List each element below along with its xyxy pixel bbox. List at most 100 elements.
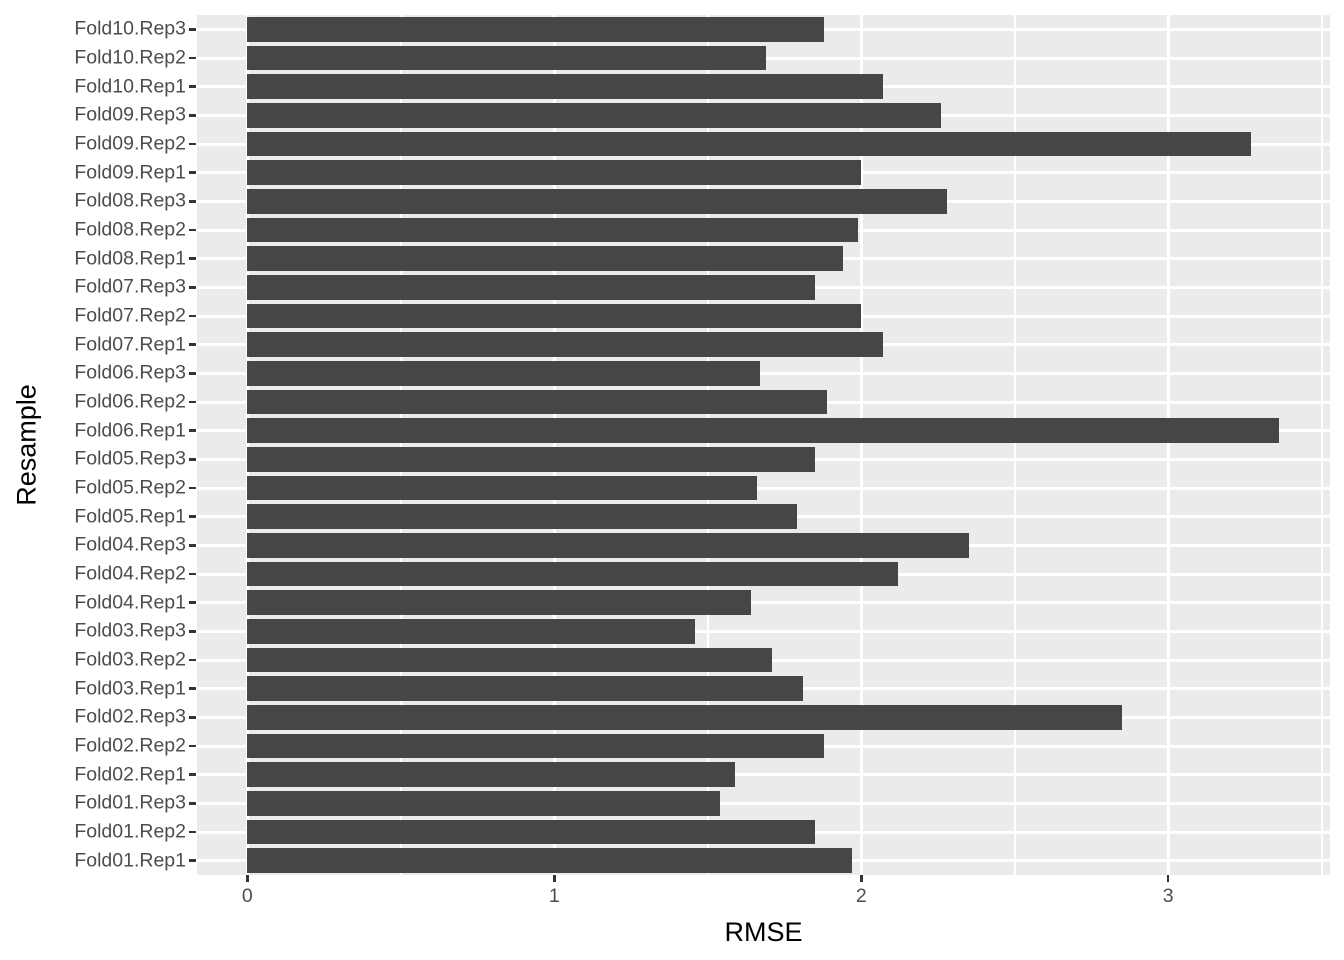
- y-major-gridline: [197, 371, 1330, 375]
- y-axis-tick-label: Fold10.Rep2: [74, 46, 186, 69]
- x-axis-tick-label: 3: [1162, 885, 1174, 907]
- bar: [247, 74, 883, 99]
- y-axis-tick-label: Fold01.Rep2: [74, 820, 186, 843]
- y-axis-tick-label: Fold10.Rep1: [74, 74, 186, 97]
- y-axis-tick-label: Fold07.Rep2: [74, 304, 186, 327]
- x-major-gridline: [245, 15, 249, 875]
- y-axis-tick-label: Fold05.Rep1: [74, 504, 186, 527]
- y-axis-tick-mark: [189, 687, 196, 690]
- bar: [247, 475, 757, 501]
- y-axis-tick-mark: [189, 200, 196, 203]
- y-axis-tick-mark: [189, 286, 196, 289]
- y-axis-tick-label: Fold10.Rep3: [74, 17, 186, 40]
- bar: [247, 418, 1279, 443]
- y-axis-tick-mark: [189, 802, 196, 805]
- bar: [247, 561, 899, 587]
- y-axis-tick-mark: [189, 773, 196, 776]
- bar: [247, 45, 767, 71]
- y-axis-tick-mark: [189, 343, 196, 346]
- y-axis-tick-label: Fold04.Rep3: [74, 533, 186, 556]
- y-axis-tick-mark: [189, 142, 196, 146]
- y-axis-tick-mark: [189, 85, 196, 88]
- y-axis-tick-label: Fold06.Rep3: [74, 361, 186, 384]
- y-axis-tick-mark: [189, 716, 196, 719]
- x-axis-tick-label: 0: [241, 885, 253, 907]
- x-axis-tick-label: 1: [548, 885, 560, 907]
- y-axis-title: Resample: [11, 384, 42, 506]
- y-axis-tick-label: Fold07.Rep3: [74, 275, 186, 298]
- y-axis-tick-mark: [189, 544, 196, 547]
- y-axis-tick-mark: [189, 400, 196, 404]
- x-axis-tick-label: 2: [855, 885, 867, 907]
- y-axis-tick-label: Fold08.Rep1: [74, 246, 186, 269]
- y-axis-tick-mark: [189, 744, 196, 748]
- y-axis-tick-label: Fold02.Rep3: [74, 705, 186, 728]
- y-axis-tick-label: Fold08.Rep2: [74, 218, 186, 241]
- y-axis-tick-mark: [189, 228, 196, 232]
- y-axis-tick-label: Fold09.Rep1: [74, 160, 186, 183]
- x-major-gridline: [859, 15, 863, 875]
- y-major-gridline: [197, 629, 1330, 633]
- bar: [247, 303, 862, 329]
- bar: [247, 246, 843, 271]
- y-axis-tick-mark: [189, 630, 196, 633]
- x-axis-tick-mark: [1166, 875, 1170, 882]
- y-axis-tick-label: Fold07.Rep1: [74, 332, 186, 355]
- y-major-gridline: [197, 801, 1330, 805]
- x-axis-tick-mark: [246, 875, 249, 882]
- y-axis-tick-label: Fold01.Rep1: [74, 848, 186, 871]
- y-axis-tick-mark: [189, 515, 196, 518]
- y-axis-tick-label: Fold03.Rep2: [74, 648, 186, 671]
- y-axis-tick-label: Fold05.Rep2: [74, 476, 186, 499]
- bar: [247, 275, 816, 300]
- y-axis-tick-mark: [189, 572, 196, 576]
- y-major-gridline: [197, 773, 1330, 777]
- y-axis-tick-mark: [189, 458, 196, 461]
- bar: [247, 189, 948, 214]
- x-axis-tick-mark: [860, 875, 863, 882]
- bar: [247, 733, 825, 759]
- bar: [247, 647, 773, 673]
- y-axis-tick-mark: [189, 56, 196, 60]
- y-axis-tick-mark: [189, 257, 196, 260]
- y-axis-tick-label: Fold02.Rep2: [74, 734, 186, 757]
- bar: [247, 848, 853, 873]
- y-axis-tick-label: Fold01.Rep3: [74, 791, 186, 814]
- bar: [247, 762, 736, 787]
- bar: [247, 619, 696, 644]
- x-minor-gridline: [706, 15, 709, 875]
- y-major-gridline: [197, 486, 1330, 490]
- y-axis-tick-label: Fold03.Rep3: [74, 619, 186, 642]
- y-axis-title-container: Resample: [12, 15, 42, 875]
- bar: [247, 705, 1123, 730]
- bar: [247, 160, 862, 185]
- y-axis-tick-label: Fold02.Rep1: [74, 762, 186, 785]
- bar: [247, 17, 825, 42]
- y-axis-tick-mark: [189, 171, 196, 174]
- y-axis-tick-mark: [189, 859, 196, 862]
- bar: [247, 791, 721, 816]
- x-major-gridline: [552, 15, 556, 875]
- plot-panel: [197, 15, 1330, 875]
- y-axis-tick-mark: [189, 114, 196, 117]
- x-minor-gridline: [1320, 15, 1323, 875]
- y-axis-tick-mark: [189, 372, 196, 375]
- bar: [247, 590, 751, 615]
- bar: [247, 447, 816, 472]
- y-axis-tick-label: Fold09.Rep2: [74, 132, 186, 155]
- y-axis-tick-label: Fold03.Rep1: [74, 676, 186, 699]
- y-axis-tick-mark: [189, 429, 196, 432]
- x-minor-gridline: [399, 15, 402, 875]
- y-axis-tick-mark: [189, 28, 196, 31]
- bar: [247, 504, 797, 529]
- y-axis-tick-label: Fold06.Rep2: [74, 390, 186, 413]
- x-major-gridline: [1166, 15, 1170, 875]
- x-axis-tick-mark: [553, 875, 556, 882]
- bar: [247, 361, 760, 386]
- bar: [247, 103, 942, 128]
- y-axis-tick-mark: [189, 314, 196, 318]
- x-minor-gridline: [1013, 15, 1016, 875]
- y-major-gridline: [197, 601, 1330, 605]
- bar: [247, 389, 828, 415]
